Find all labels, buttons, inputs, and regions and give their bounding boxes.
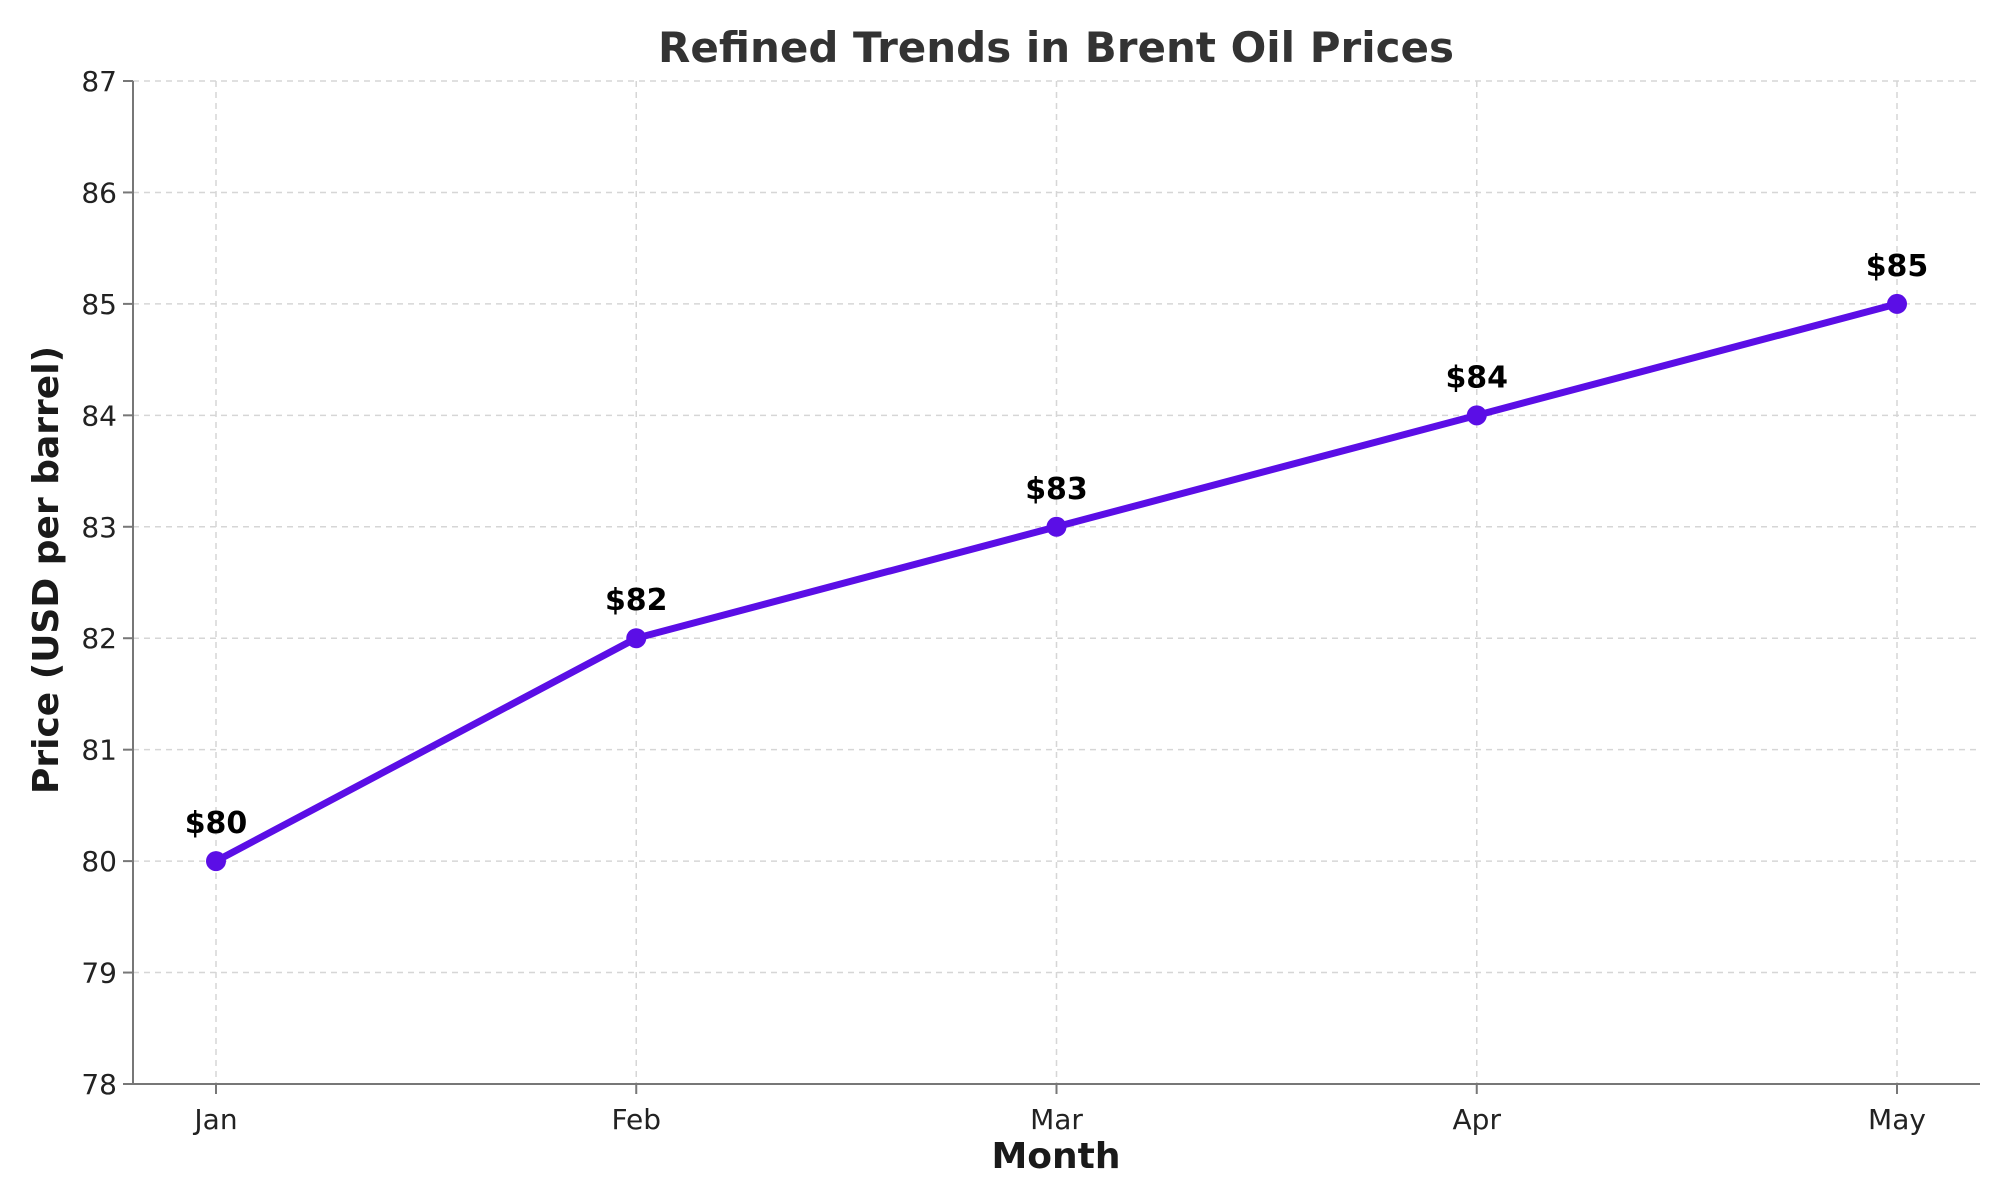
data-point [626, 628, 647, 649]
y-tick-label: 83 [81, 511, 117, 544]
data-label: $80 [185, 806, 248, 841]
y-tick-label: 87 [81, 65, 117, 98]
y-tick-label: 78 [81, 1068, 117, 1101]
y-tick-label: 80 [81, 845, 117, 878]
series [206, 293, 1907, 872]
x-tick-label: Apr [1453, 1103, 1502, 1136]
x-tick-label: Feb [611, 1103, 661, 1136]
data-label: $84 [1445, 360, 1508, 395]
y-tick-label: 82 [81, 622, 117, 655]
data-point [206, 851, 226, 872]
y-tick-label: 84 [81, 399, 117, 432]
y-tick-label: 86 [81, 176, 117, 209]
data-label: $82 [605, 583, 668, 618]
data-label: $85 [1866, 249, 1929, 284]
x-tick-label: Jan [192, 1103, 237, 1136]
data-label: $83 [1025, 472, 1088, 507]
x-tick-label: Mar [1030, 1103, 1083, 1136]
data-labels: $80 $82 $83 $84 $85 [185, 249, 1929, 841]
data-point [1046, 516, 1067, 537]
chart-title: Refined Trends in Brent Oil Prices [658, 23, 1454, 72]
grid [133, 80, 1980, 1085]
y-axis-label: Price (USD per barrel) [26, 346, 67, 794]
x-tick-label: May [1868, 1103, 1926, 1136]
ticks: 78 79 80 81 82 83 84 85 86 87 Jan Feb Mar Apr May [81, 65, 1926, 1136]
y-tick-label: 85 [81, 288, 117, 321]
x-axis-label: Month [991, 1136, 1120, 1177]
y-tick-label: 81 [81, 734, 117, 767]
y-tick-label: 79 [81, 957, 117, 990]
data-point [1887, 293, 1907, 314]
data-point [1466, 405, 1487, 426]
